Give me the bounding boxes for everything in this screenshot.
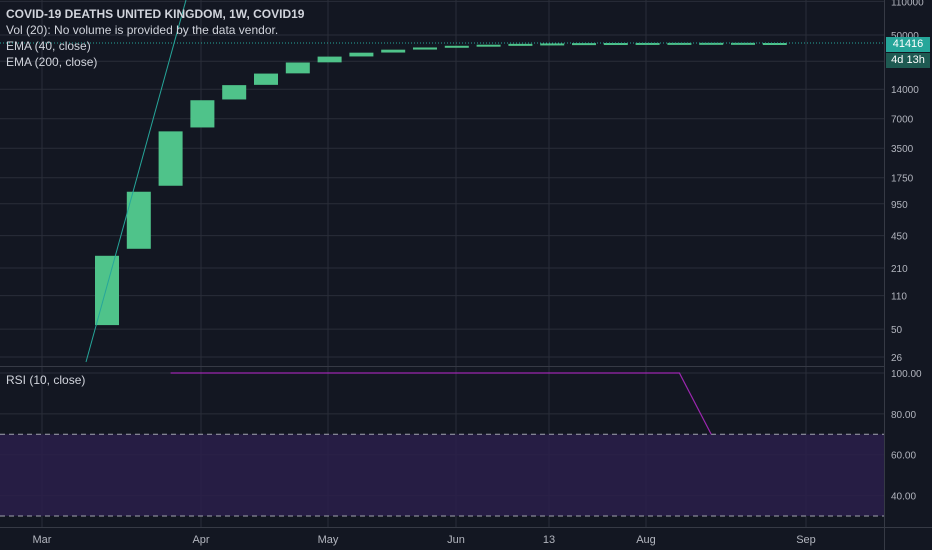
time-tick-label: Sep: [796, 534, 816, 546]
rsi-band: [0, 434, 884, 516]
time-tick-label: Jun: [447, 534, 465, 546]
price-tick-label: 50: [891, 325, 903, 336]
price-tick-label: 110000: [891, 0, 924, 8]
candle: [508, 43, 533, 46]
candle: [444, 45, 469, 48]
price-tick-label: 7000: [891, 115, 914, 126]
candle: [158, 131, 183, 186]
legend-title[interactable]: COVID-19 DEATHS UNITED KINGDOM, 1W, COVI…: [6, 7, 305, 21]
candle: [572, 43, 596, 46]
price-tick-label: 1750: [891, 174, 914, 185]
rsi-line: [170, 372, 712, 435]
candle: [667, 42, 692, 45]
price-tick-label: 210: [891, 264, 908, 275]
candle: [190, 100, 215, 128]
price-tick-label: 450: [891, 232, 908, 243]
trend-line: [85, 0, 187, 363]
time-tick-label: Apr: [192, 534, 209, 546]
candle: [254, 73, 278, 85]
time-tick-label: 13: [543, 534, 555, 546]
rsi-pane: [0, 372, 884, 517]
candle: [349, 52, 374, 57]
legend-volume[interactable]: Vol (20): No volume is provided by the d…: [6, 23, 279, 37]
candles: [0, 0, 884, 363]
rsi-tick-label: 100.00: [891, 369, 922, 380]
candle: [731, 42, 755, 45]
rsi-legend[interactable]: RSI (10, close): [6, 373, 86, 387]
candle: [381, 49, 406, 53]
candle: [476, 44, 501, 47]
rsi-tick-label: 60.00: [891, 451, 916, 462]
time-axis: Mar Apr May Jun 13 Aug Sep: [33, 534, 816, 546]
bar-countdown-tag: 4d 13h: [886, 53, 930, 68]
rsi-tick-label: 40.00: [891, 492, 916, 503]
time-tick-label: Mar: [33, 534, 52, 546]
rsi-tick-label: 80.00: [891, 410, 916, 421]
price-tick-label: 110: [891, 292, 907, 303]
price-tick-label: 26: [891, 353, 903, 364]
legend-ema-40[interactable]: EMA (40, close): [6, 39, 91, 53]
candle: [699, 42, 724, 45]
price-tick-label: 3500: [891, 144, 914, 155]
candle: [413, 47, 437, 50]
legend-ema-200[interactable]: EMA (200, close): [6, 55, 98, 69]
last-price-tag: 41416: [886, 37, 930, 52]
candle: [317, 56, 342, 63]
price-tick-label: 14000: [891, 85, 919, 96]
price-tick-label: 950: [891, 200, 908, 211]
candle: [762, 43, 787, 45]
price-tick-label: 50000: [891, 31, 919, 42]
candle: [285, 62, 310, 74]
candle: [603, 43, 628, 46]
legend: COVID-19 DEATHS UNITED KINGDOM, 1W, COVI…: [6, 6, 304, 70]
rsi-axis: 100.00 80.00 60.00 40.00: [891, 369, 922, 503]
candle: [222, 85, 247, 100]
time-tick-label: May: [318, 534, 339, 546]
candle: [635, 42, 660, 45]
candle: [540, 43, 565, 46]
time-tick-label: Aug: [636, 534, 656, 546]
